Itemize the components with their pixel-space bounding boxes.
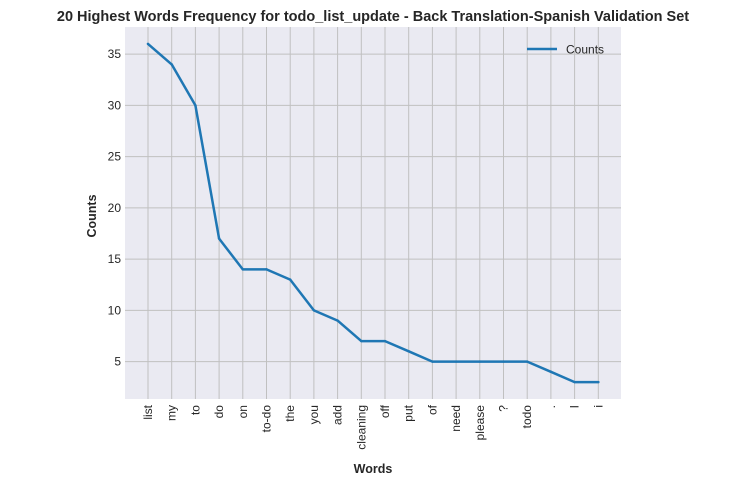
plot-area — [125, 27, 621, 399]
y-tick-label: 30 — [108, 98, 122, 112]
data-point — [336, 319, 339, 322]
grid-lines — [125, 27, 621, 399]
x-tick-label: the — [283, 405, 297, 422]
data-point — [217, 237, 221, 240]
x-tick-label: to-do — [260, 405, 274, 433]
data-point — [597, 380, 600, 384]
y-tick-label: 20 — [108, 201, 122, 215]
data-point — [312, 309, 316, 312]
data-point — [170, 63, 173, 66]
data-point — [289, 278, 292, 281]
x-tick-label: put — [402, 404, 416, 421]
y-tick-label: 10 — [108, 303, 122, 317]
chart-title: 20 Highest Words Frequency for todo_list… — [57, 9, 689, 25]
x-axis-ticks: list my to do on to-do the you add cleaning off put… — [141, 404, 605, 449]
x-tick-label: add — [331, 405, 345, 425]
data-point — [194, 104, 197, 107]
x-tick-label: ? — [497, 405, 511, 412]
x-tick-label: list — [141, 404, 155, 419]
y-tick-label: 5 — [114, 355, 121, 369]
x-tick-label: on — [236, 405, 250, 418]
y-tick-label: 15 — [108, 252, 122, 266]
data-point — [549, 370, 553, 374]
data-point — [573, 380, 576, 384]
x-tick-label: do — [212, 405, 226, 419]
data-point — [502, 360, 505, 363]
data-point — [454, 360, 458, 363]
x-tick-label: i — [591, 405, 605, 408]
x-tick-label: cleaning — [354, 405, 368, 450]
data-point — [407, 350, 410, 353]
legend-label: Counts — [566, 43, 604, 57]
data-point — [241, 268, 244, 271]
data-point — [383, 339, 387, 343]
x-tick-label: you — [307, 405, 321, 424]
x-tick-label: of — [425, 404, 439, 415]
data-point — [360, 339, 363, 343]
x-tick-label: need — [449, 405, 463, 432]
series-layer — [146, 42, 600, 384]
data-point — [478, 360, 481, 363]
y-tick-label: 35 — [108, 47, 122, 61]
data-point — [146, 42, 150, 46]
y-axis-ticks: 5 10 15 20 25 30 35 — [108, 47, 122, 368]
data-point — [526, 360, 529, 363]
x-tick-label: I — [568, 405, 582, 408]
data-point — [431, 360, 434, 363]
data-point — [265, 268, 268, 271]
x-tick-label: please — [473, 405, 487, 441]
x-tick-label: my — [165, 405, 179, 421]
x-tick-label: todo — [520, 405, 534, 429]
y-axis-label: Counts — [85, 194, 99, 237]
x-tick-label: off — [378, 404, 392, 418]
legend: Counts — [527, 43, 604, 57]
x-tick-label: to — [188, 405, 202, 415]
x-tick-label: . — [544, 405, 558, 408]
series-line — [146, 42, 600, 384]
x-axis-label: Words — [354, 462, 393, 476]
y-tick-label: 25 — [108, 150, 122, 164]
